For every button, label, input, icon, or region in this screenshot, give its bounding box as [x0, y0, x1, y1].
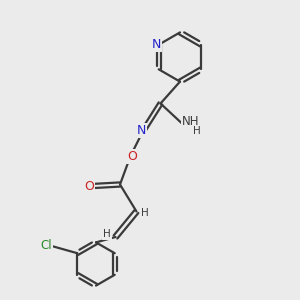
Text: O: O	[127, 149, 137, 163]
Text: O: O	[85, 179, 94, 193]
Text: NH: NH	[182, 115, 200, 128]
Text: N: N	[136, 124, 146, 137]
Text: Cl: Cl	[41, 239, 52, 252]
Text: N: N	[152, 38, 161, 51]
Text: H: H	[103, 229, 111, 239]
Text: H: H	[141, 208, 149, 218]
Text: H: H	[193, 126, 201, 136]
